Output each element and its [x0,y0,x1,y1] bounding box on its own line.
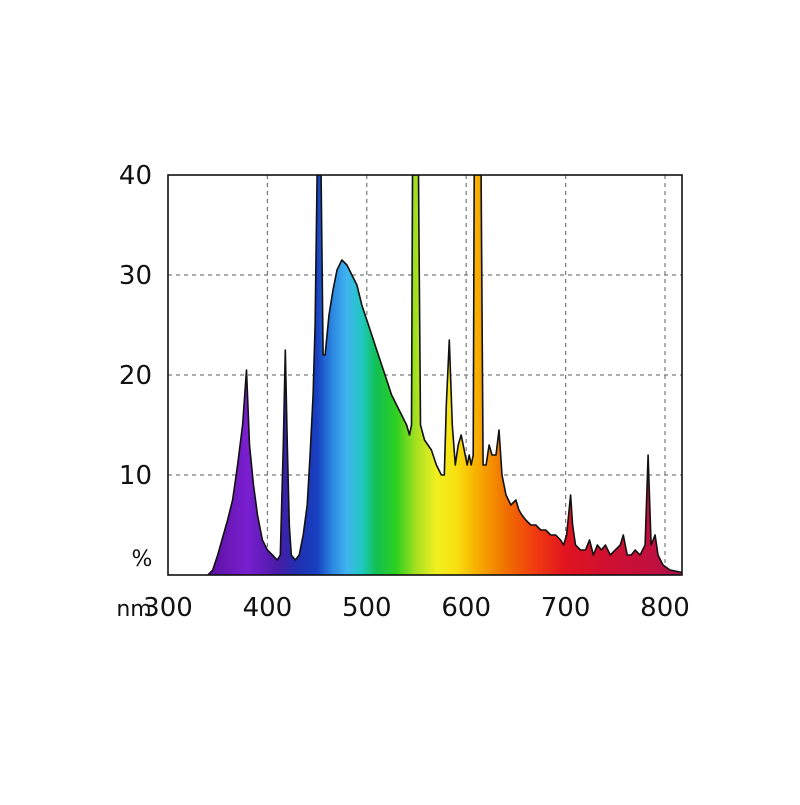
spectrum-outline [207,175,682,575]
y-tick-label: 10 [119,461,152,491]
spectrum-area [207,175,682,575]
plot-border [167,174,683,576]
spectrum-series [207,175,682,575]
y-axis-unit-label: % [132,547,153,572]
spectrum-fill [207,175,682,575]
y-tick-label: 30 [119,261,152,291]
x-tick-label: 700 [541,593,591,623]
y-tick-label: 20 [119,361,152,391]
x-tick-label: 600 [441,593,491,623]
x-tick-label: 300 [143,593,193,623]
x-axis-unit-label: nm [116,597,151,622]
x-tick-label: 800 [640,593,690,623]
x-tick-label: 500 [342,593,392,623]
plot-frame [167,174,683,576]
x-tick-label: 400 [243,593,293,623]
y-tick-label: 40 [119,161,152,191]
tick-labels: 10 20 30 40 300 400 500 600 700 800 [119,161,690,623]
